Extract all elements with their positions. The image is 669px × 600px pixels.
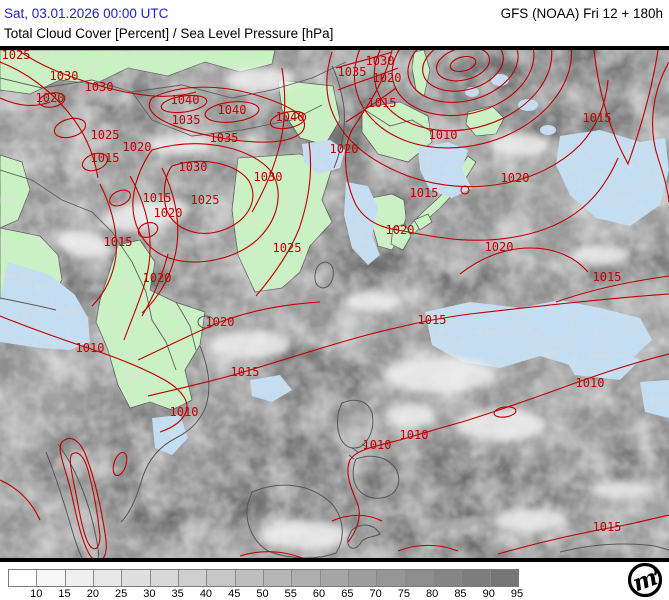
pressure-label: 1030 [85,80,114,94]
pressure-label: 1020 [36,91,65,105]
pressure-label: 1025 [91,128,120,142]
legend-cell [348,570,378,586]
pressure-label: 1030 [179,160,208,174]
model-run-info: GFS (NOAA) Fri 12 + 180h [500,6,663,21]
legend-tick-label: 55 [284,588,297,600]
legend-tick-label: 30 [143,588,156,600]
pressure-label: 1020 [501,171,530,185]
legend-cell [37,570,66,586]
map-title: Total Cloud Cover [Percent] / Sea Level … [4,26,334,41]
legend-cell [433,570,463,586]
pressure-label: 1020 [154,206,183,220]
legend-tick-label: 50 [256,588,269,600]
coastlines [0,65,669,558]
legend-tick-label: 40 [199,588,213,600]
valid-datetime: Sat, 03.01.2026 00:00 UTC [4,6,169,21]
pressure-label: 1015 [593,270,622,284]
legend-cell [235,570,264,586]
legend-cell [405,570,434,586]
legend-tick-label: 65 [341,588,354,600]
legend-cell [93,570,123,586]
pressure-label: 1035 [210,131,239,145]
pressure-label: 1010 [429,128,458,142]
legend-tick-label: 85 [454,588,467,600]
pressure-label: 1030 [366,54,395,68]
pressure-contours [0,50,669,558]
legend-tick-label: 60 [312,588,326,600]
pressure-label: 1015 [410,186,439,200]
legend-tick-label: 25 [114,588,128,600]
pressure-label: 1015 [583,111,612,125]
legend-cell [462,570,491,586]
logo-circle [627,562,663,598]
pressure-label: 1020 [206,315,235,329]
pressure-label: 1015 [368,96,397,110]
country-borders [0,61,433,371]
pressure-label: 1010 [363,438,392,452]
pressure-label: 1010 [170,405,199,419]
pressure-label: 1020 [123,140,152,154]
legend-tick-labels: 10 15 20 25 30 35 40 45 50 55 60 65 70 75 80 85 90 95 [8,588,523,600]
low-pressure-spiral [353,50,573,149]
legend-cell [320,570,349,586]
logo-tick [653,567,657,576]
pressure-label: 1015 [91,151,120,165]
pressure-label: 1035 [338,65,367,79]
pressure-label: 1010 [576,376,605,390]
legend-tick-label: 80 [426,588,439,600]
pressure-label: 1020 [143,271,172,285]
legend-cell [178,570,208,586]
pressure-label: 1015 [143,191,172,205]
pressure-label: 1040 [218,103,247,117]
pressure-label: 1020 [386,223,415,237]
pressure-label: 1015 [231,365,260,379]
legend-tick-label: 95 [510,588,524,600]
map-canvas: 1025 1030 1030 1020 1040 1040 1040 1035 1035 1025… [0,50,669,558]
pressure-label: 1020 [373,71,402,85]
legend-tick-label: 45 [228,588,241,600]
legend-tick-label: 35 [171,588,184,600]
footer: 10 15 20 25 30 35 40 45 50 55 60 65 70 75 80 85 90 95 [0,566,669,600]
pressure-label: 1040 [171,93,200,107]
legend-tick-label: 75 [397,588,410,600]
pressure-label: 1015 [104,235,133,249]
legend-cell [150,570,179,586]
pressure-label: 1010 [76,341,105,355]
legend-cell [263,570,293,586]
weather-map: 1025 1030 1030 1020 1040 1040 1040 1035 1035 1025… [0,46,669,562]
legend-tick-label: 15 [58,588,71,600]
pressure-label: 1025 [273,241,302,255]
pressure-label: 1040 [276,110,305,124]
pressure-label: 1025 [2,50,31,62]
legend-tick-label: 10 [30,588,43,600]
pressure-label: 1015 [418,313,447,327]
legend-tick-label: 90 [482,588,495,600]
site-logo: m [627,562,663,598]
legend-colorbar [8,569,519,587]
pressure-label: 1030 [50,69,79,83]
legend-cell [490,570,518,586]
cloud-speckle [0,50,669,558]
legend-cell [292,570,321,586]
pressure-label: 1025 [191,193,220,207]
pressure-label: 1035 [172,113,201,127]
legend-cell [377,570,406,586]
cloud-cover-legend: 10 15 20 25 30 35 40 45 50 55 60 65 70 75 80 85 90 95 [8,569,523,600]
pressure-label: 1020 [485,240,514,254]
pressure-label: 1015 [593,520,622,534]
legend-tick-label: 70 [369,588,382,600]
pressure-label: 1010 [400,428,429,442]
pressure-labels: 1025 1030 1030 1020 1040 1040 1040 1035 1035 1025… [2,50,622,534]
pressure-label: 1030 [254,170,283,184]
legend-tick-label: 20 [86,588,99,600]
header: Sat, 03.01.2026 00:00 UTC GFS (NOAA) Fri… [0,0,669,46]
legend-cell [122,570,151,586]
legend-cell [65,570,94,586]
legend-cell [9,570,38,586]
legend-cell [207,570,236,586]
pressure-label: 1020 [330,142,359,156]
